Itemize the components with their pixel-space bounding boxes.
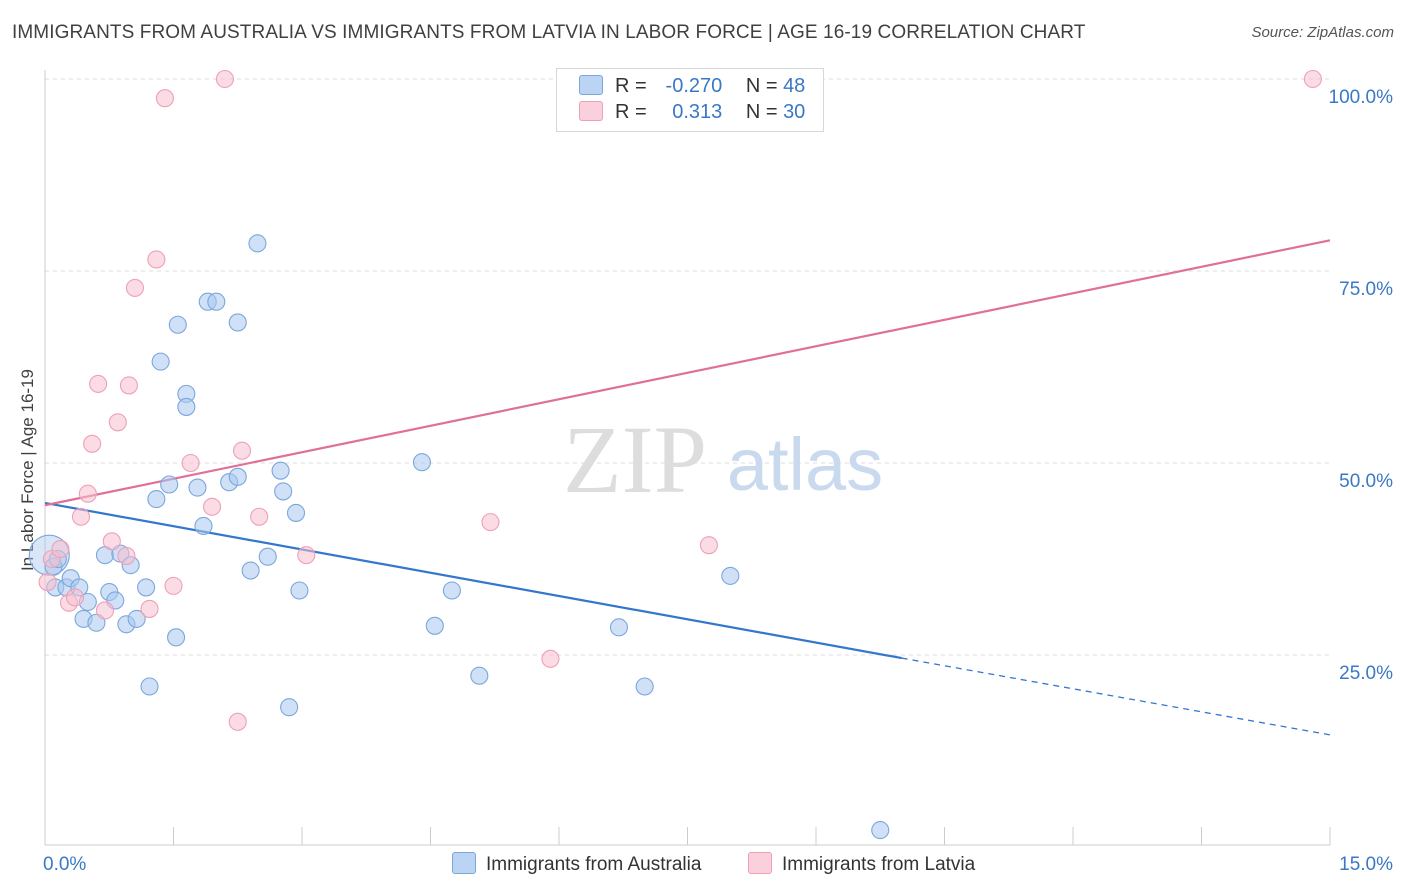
point-latvia-7 <box>83 434 102 453</box>
point-latvia-9 <box>95 601 115 620</box>
y-tick-label-25: 25.0% <box>1339 663 1393 684</box>
point-latvia-28 <box>699 536 718 555</box>
point-australia-36 <box>271 461 290 480</box>
australia-swatch <box>579 75 603 95</box>
point-latvia-0 <box>38 572 57 592</box>
point-australia-34 <box>248 234 267 253</box>
point-latvia-14 <box>125 278 144 297</box>
australia-r-value: -0.270 <box>665 75 723 97</box>
point-latvia-29 <box>1303 69 1322 89</box>
point-australia-40 <box>290 581 309 600</box>
x-tick-label-max: 15.0% <box>1339 854 1393 875</box>
point-australia-46 <box>635 677 654 696</box>
point-latvia-24 <box>250 507 269 526</box>
point-australia-25 <box>177 397 196 416</box>
correlation-legend: R = -0.270 N = 48 R = 0.313 N = 30 <box>556 68 824 132</box>
point-australia-16 <box>127 609 146 628</box>
point-australia-20 <box>151 352 170 371</box>
legend-item-australia: Immigrants from Australia <box>452 852 701 876</box>
point-latvia-15 <box>140 599 159 618</box>
gridlines <box>45 78 1330 656</box>
point-latvia-6 <box>78 484 97 503</box>
point-latvia-17 <box>155 89 174 108</box>
legend-item-latvia: Immigrants from Latvia <box>748 852 975 876</box>
latvia-r-value: 0.313 <box>666 101 723 123</box>
point-australia-35 <box>258 547 277 566</box>
point-australia-17 <box>137 578 156 597</box>
watermark-atlas: atlas <box>727 423 883 506</box>
point-latvia-22 <box>228 712 247 731</box>
point-australia-19 <box>147 490 166 509</box>
watermark: ZIP atlas <box>563 406 883 513</box>
point-australia-22 <box>167 628 186 647</box>
point-australia-45 <box>609 618 629 637</box>
y-tick-label-100: 100.0% <box>1329 87 1394 108</box>
point-australia-48 <box>871 821 890 840</box>
trend-lines <box>44 239 1331 736</box>
point-australia-41 <box>412 453 431 472</box>
point-latvia-23 <box>232 441 252 460</box>
point-latvia-25 <box>297 546 316 565</box>
point-australia-43 <box>442 581 461 600</box>
legend-australia-label: Immigrants from Australia <box>486 854 702 875</box>
australia-n-value: 48 <box>783 75 806 97</box>
latvia-swatch <box>579 101 603 121</box>
point-latvia-16 <box>147 250 166 269</box>
point-latvia-5 <box>71 507 91 526</box>
point-latvia-20 <box>203 497 222 516</box>
source-label: Source: ZipAtlas.com <box>1251 24 1394 41</box>
point-australia-18 <box>140 677 159 696</box>
point-australia-32 <box>228 313 247 332</box>
latvia-n-value: 30 <box>783 101 806 123</box>
point-australia-31 <box>228 467 247 486</box>
axes <box>44 70 1331 846</box>
point-australia-42 <box>425 616 444 635</box>
chart-title: IMMIGRANTS FROM AUSTRALIA VS IMMIGRANTS … <box>12 22 1086 43</box>
point-latvia-21 <box>215 69 234 89</box>
point-latvia-12 <box>117 546 136 565</box>
legend-australia-swatch <box>452 852 476 874</box>
legend-latvia-swatch <box>748 852 772 874</box>
australia-n-label: N = <box>745 75 778 97</box>
point-australia-29 <box>207 292 226 311</box>
point-australia-44 <box>470 666 489 685</box>
y-tick-label-50: 50.0% <box>1339 471 1393 492</box>
point-australia-38 <box>280 698 299 717</box>
point-latvia-11 <box>108 413 127 432</box>
legend-row-australia: R = -0.270 N = 48 <box>579 75 805 101</box>
point-australia-39 <box>286 503 306 522</box>
point-latvia-13 <box>119 376 139 395</box>
legend-latvia-label: Immigrants from Latvia <box>782 854 976 875</box>
point-latvia-8 <box>89 374 108 393</box>
point-australia-23 <box>168 315 187 334</box>
y-tick-label-75: 75.0% <box>1339 279 1393 300</box>
point-latvia-10 <box>102 532 121 551</box>
point-latvia-18 <box>164 576 183 595</box>
point-latvia-19 <box>181 453 200 473</box>
watermark-zip: ZIP <box>563 406 707 513</box>
trend-line-latvia <box>44 239 1331 507</box>
point-australia-47 <box>721 566 740 585</box>
latvia-n-label: N = <box>745 101 778 123</box>
trend-line-australia-extrapolated <box>901 657 1331 736</box>
point-australia-21 <box>160 475 179 494</box>
point-australia-26 <box>188 478 207 497</box>
point-latvia-4 <box>65 588 85 607</box>
latvia-r-label: R = <box>615 101 647 123</box>
x-tick-label-min: 0.0% <box>43 854 86 875</box>
legend-row-latvia: R = 0.313 N = 30 <box>579 101 805 127</box>
point-australia-9 <box>87 613 106 632</box>
point-australia-33 <box>241 561 260 580</box>
australia-r-label: R = <box>615 75 647 97</box>
point-australia-37 <box>274 482 293 501</box>
point-latvia-2 <box>51 539 70 559</box>
trend-line-australia <box>44 501 902 660</box>
point-latvia-27 <box>541 649 560 668</box>
data-points <box>28 69 1322 840</box>
point-australia-27 <box>194 516 213 536</box>
point-latvia-26 <box>481 513 500 532</box>
tick-labels: 25.0% 50.0% 75.0% 100.0% 0.0% 15.0% <box>43 87 1393 875</box>
